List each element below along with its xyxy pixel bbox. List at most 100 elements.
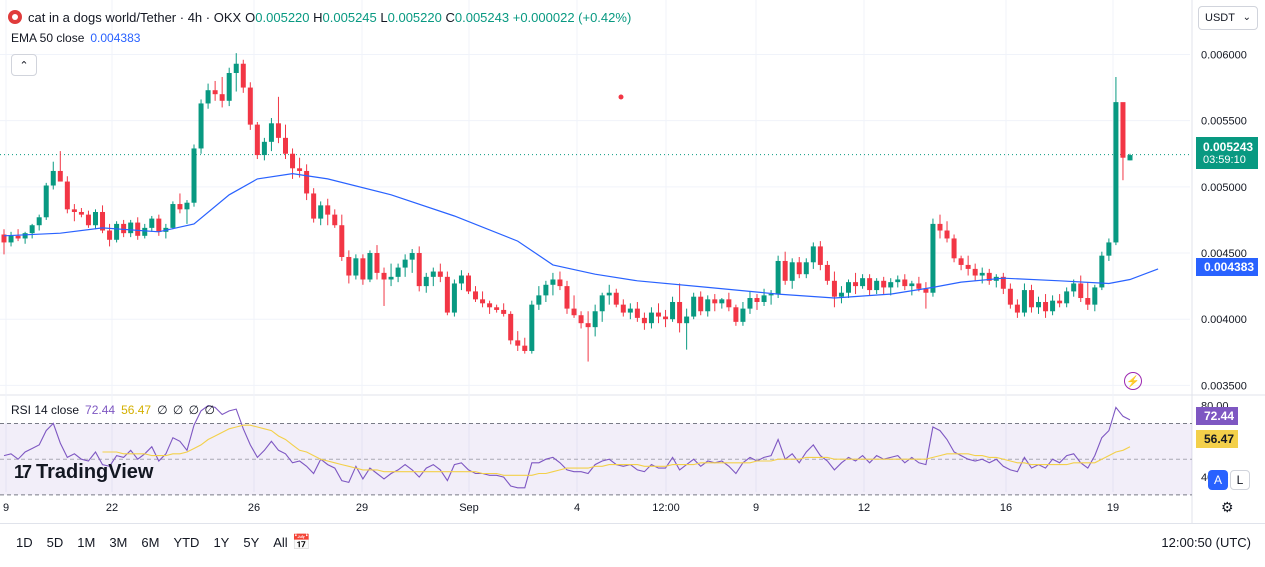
candle-body [226,73,232,101]
candle-body [733,307,739,322]
x-tick-label: 9 [3,502,9,514]
collapse-legend-button[interactable]: ⌃ [11,54,37,76]
candle-body [684,316,690,324]
range-5d[interactable]: 5D [46,535,64,550]
utc-clock[interactable]: 12:00:50 (UTC) [1161,535,1251,550]
log-scale-button[interactable]: L [1230,470,1250,490]
candle-body [796,262,802,275]
high-key: H [313,9,323,25]
change-value: +0.000022 (+0.42%) [512,9,632,25]
symbol-title[interactable]: cat in a dogs world/Tether · 4h · OKX [28,9,242,25]
candle-body [606,292,612,296]
y-tick-label: 0.005000 [1201,182,1247,194]
candle-body [297,168,303,171]
range-1m[interactable]: 1M [77,535,96,550]
candle-body [254,124,260,156]
alert-marker-dot [618,94,624,100]
candle-body [930,223,936,293]
rsi-legend[interactable]: RSI 14 close 72.44 56.47 ∅ ∅ ∅ ∅ [11,403,216,417]
rsi-tag-value: 72.44 [1204,409,1235,423]
candle-body [909,283,915,287]
rsi-tag: 72.44 [1196,407,1238,425]
ema50-line [3,172,1159,299]
candle-body [1,234,7,243]
y-tick-label: 0.004000 [1201,314,1247,326]
candle-body [1106,242,1112,256]
rsi-ma-tag-value: 56.47 [1204,432,1235,446]
x-tick-label: 16 [1000,502,1012,514]
last-price-value: 0.005243 [1203,140,1254,154]
last-price-tag: 0.005243 03:59:10 [1196,137,1258,169]
candle-body [824,264,830,281]
tradingview-logo[interactable]: 17 TradingView [14,461,153,484]
candle-body [691,296,697,317]
candle-body [170,204,176,228]
candle-body [627,308,633,313]
candle-body [529,304,535,351]
candle-body [1000,276,1006,289]
rsi-ma-value: 56.47 [121,403,152,417]
candle-body [592,311,598,328]
range-all[interactable]: All [273,535,288,550]
auto-scale-button[interactable]: A [1208,470,1228,490]
candle-body [1071,283,1077,292]
candle-body [747,298,753,309]
candle-body [923,288,929,293]
candle-body [36,217,42,226]
candle-body [634,308,640,318]
range-6m[interactable]: 6M [141,535,160,550]
candle-body [670,301,676,320]
candle-body [965,264,971,269]
candle-body [437,271,443,277]
candle-body [283,137,288,154]
range-ytd[interactable]: YTD [173,535,200,550]
candle-body [332,214,338,226]
candle-body [191,148,197,203]
candle-body [219,94,225,101]
candle-body [578,315,584,324]
candle-body [465,275,471,292]
range-1y[interactable]: 1Y [213,535,230,550]
candle-body [142,227,148,236]
candle-body [979,272,985,276]
currency-label: USDT [1205,12,1235,24]
x-tick-label: 22 [106,502,118,514]
range-buttons: 1D 5D 1M 3M 6M YTD 1Y 5Y All [16,535,302,550]
rsi-empty-values: ∅ ∅ ∅ ∅ [157,403,216,417]
close-key: C [445,9,455,25]
candle-body [1043,301,1049,312]
auto-scale-label: A [1213,473,1222,487]
candle-body [15,235,21,239]
ema-price-tag: 0.004383 [1196,258,1258,276]
candle-body [536,295,542,305]
candle-body [451,283,457,313]
x-tick-label: 4 [574,502,580,514]
candle-body [775,260,781,295]
settings-gear-icon[interactable]: ⚙ [1221,499,1234,515]
candle-body [677,301,683,324]
range-5y[interactable]: 5Y [243,535,260,550]
bottom-toolbar: 1D 5D 1M 3M 6M YTD 1Y 5Y All 📅 12:00:50 … [0,523,1265,563]
coin-logo-icon [8,10,22,24]
go-to-date-calendar-icon[interactable]: 📅 [292,534,311,551]
candle-body [346,256,352,276]
candle-body [853,282,859,287]
range-1d[interactable]: 1D [16,535,33,550]
candle-body [986,272,992,281]
candle-body [416,253,422,287]
candle-body [1036,301,1042,308]
currency-selector[interactable]: USDT ⌄ [1198,6,1258,30]
candle-body [719,299,725,304]
candle-body [374,253,380,273]
candle-body [944,230,950,239]
ema-legend[interactable]: EMA 50 close 0.004383 [11,31,140,45]
x-tick-label: 26 [248,502,260,514]
x-tick-label: 19 [1107,502,1119,514]
candle-body [50,170,56,186]
candle-body [817,246,823,265]
lightning-icon[interactable]: ⚡ [1124,372,1142,390]
range-3m[interactable]: 3M [109,535,128,550]
log-scale-label: L [1236,473,1244,487]
high-value: 0.005245 [322,9,377,25]
